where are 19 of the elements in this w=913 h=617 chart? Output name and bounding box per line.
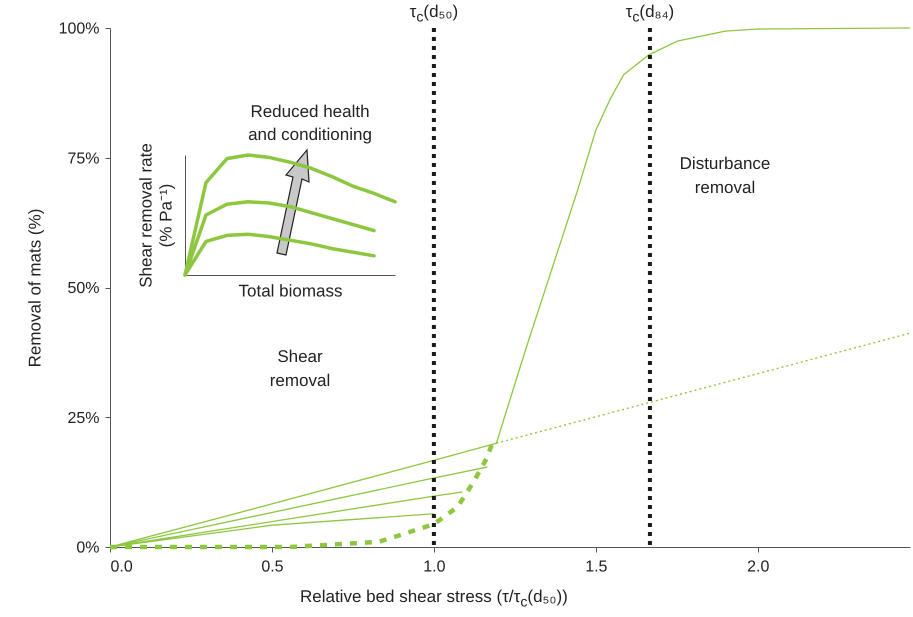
x-tick-label: 1.5	[585, 558, 608, 576]
x-tick-label: 1.0	[423, 558, 446, 576]
x-axis-title: Total biomass	[238, 282, 342, 300]
y-tick-label: 25%	[67, 410, 100, 427]
x-tick-label: 0.0	[110, 558, 133, 576]
y-tick-label: 0%	[76, 540, 100, 556]
ref-line-label: τ$_{c}$(d₅₀)	[410, 2, 458, 26]
y-tick-label: 100%	[58, 20, 100, 38]
ref-line-label: τ$_{c}$(d₈₄)	[626, 2, 674, 26]
y-axis-title: Removal of mats (%)	[26, 208, 45, 368]
y-axis-title: Shear removal rate (% Pa⁻¹)	[136, 143, 176, 288]
annotation: Shear removal	[268, 346, 332, 392]
x-tick-label: 0.5	[261, 558, 284, 576]
x-tick-label: 2.0	[747, 558, 770, 576]
y-tick-label: 75%	[67, 150, 100, 168]
annotation: Disturbance removal	[678, 153, 772, 199]
annotation: Reduced health and conditioning	[247, 101, 373, 146]
y-tick-label: 50%	[67, 280, 100, 297]
x-axis-title: Relative bed shear stress (τ/τ$_{c}$(d₅₀))	[300, 587, 568, 610]
